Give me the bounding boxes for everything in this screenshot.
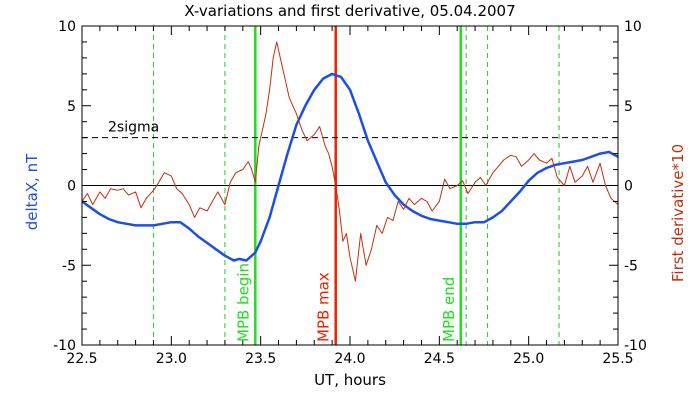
marker-label-0: MPB begin [234, 263, 252, 342]
marker-label-1: MPB max [315, 272, 333, 342]
x-axis-label: UT, hours [314, 371, 386, 389]
left-axis-label: deltaX, nT [23, 153, 41, 230]
y-tick-label-right: 10 [624, 19, 642, 35]
threshold-label: 2sigma [108, 120, 159, 136]
y-tick-label-left: -10 [53, 338, 76, 354]
chart-title: X-variations and first derivative, 05.04… [184, 2, 515, 20]
y-tick-label-right: 5 [624, 99, 633, 115]
x-tick-label: 24.5 [424, 351, 455, 367]
y-tick-label-right: -10 [624, 338, 647, 354]
y-tick-label-left: 5 [67, 99, 76, 115]
x-tick-label: 25.0 [513, 351, 544, 367]
marker-label-2: MPB end [440, 277, 458, 342]
x-tick-label: 24.0 [334, 351, 365, 367]
series-line-1 [81, 41, 619, 282]
y-tick-label-left: -5 [62, 258, 76, 274]
x-tick-label: 22.5 [66, 351, 97, 367]
right-axis-label: First derivative*10 [669, 144, 687, 282]
x-tick-label: 25.5 [602, 351, 633, 367]
series-line-0 [81, 72, 619, 262]
x-tick-label: 23.0 [156, 351, 187, 367]
y-tick-label-left: 10 [58, 19, 76, 35]
y-tick-label-right: -5 [624, 258, 638, 274]
y-tick-label-left: 0 [67, 179, 76, 195]
y-tick-label-right: 0 [624, 179, 633, 195]
x-tick-label: 23.5 [245, 351, 276, 367]
